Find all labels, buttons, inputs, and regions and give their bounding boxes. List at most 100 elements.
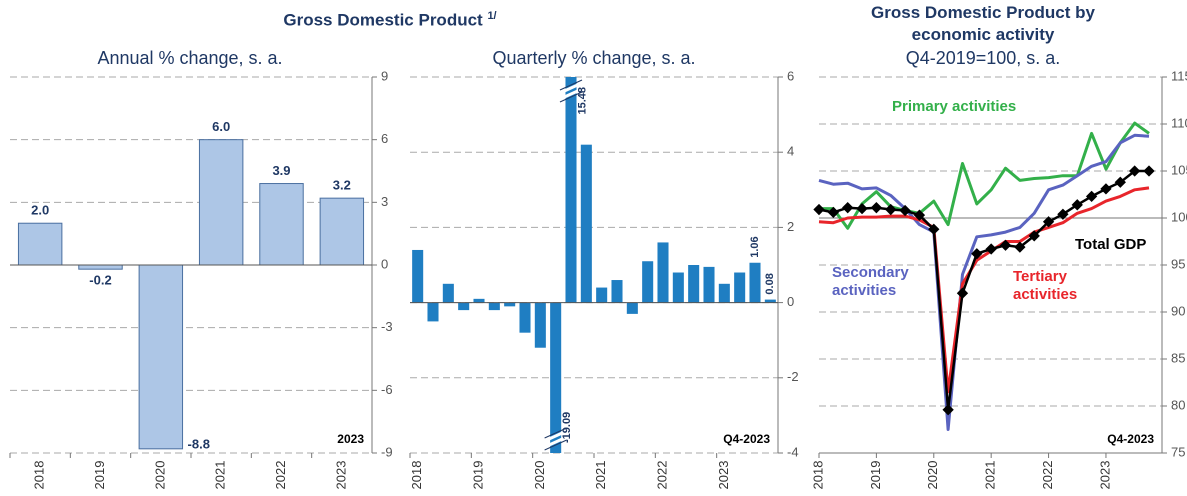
- x-tick-label: 2023: [716, 461, 731, 490]
- y-tick-label: 85: [1171, 350, 1185, 365]
- series-label: Primary activities: [892, 98, 1017, 115]
- annotation: Q4-2023: [1107, 432, 1154, 446]
- y-tick-label: 75: [1171, 444, 1185, 459]
- bar: [504, 302, 516, 307]
- y-tick-label: 115: [1171, 68, 1187, 83]
- y-tick-label: 6: [787, 68, 794, 83]
- series-label: Secondary activities: [832, 264, 909, 299]
- x-tick-label: 2022: [273, 461, 288, 490]
- bar: [718, 283, 730, 303]
- axis-break: [559, 87, 583, 101]
- bar: [427, 302, 439, 322]
- y-tick-label: 100: [1171, 209, 1187, 224]
- series-label: Total GDP: [1075, 236, 1147, 253]
- marker: [1042, 216, 1055, 228]
- marker: [842, 202, 854, 214]
- bar: [611, 280, 623, 303]
- series-line: [818, 186, 1150, 394]
- x-tick-label: 2020: [925, 461, 940, 490]
- series-line: [819, 121, 1150, 230]
- value-label: 15.48: [576, 87, 588, 115]
- value-label: -0.2: [89, 273, 111, 288]
- y-tick-label: -6: [381, 382, 393, 397]
- axis-break: [559, 79, 583, 91]
- x-tick-label: 2021: [213, 461, 228, 490]
- bar: [319, 197, 365, 266]
- bar: [519, 302, 531, 333]
- bar: [138, 264, 184, 450]
- bar: [703, 266, 715, 303]
- main-title: Gross Domestic Product 1/: [190, 10, 590, 31]
- bar: [672, 272, 684, 303]
- x-tick-label: 2020: [532, 461, 547, 490]
- marker: [1057, 208, 1069, 220]
- marker: [1014, 241, 1026, 253]
- value-label: -8.8: [188, 436, 210, 451]
- axis-break: [544, 439, 567, 451]
- y-tick-label: 95: [1171, 256, 1185, 271]
- value-label: 3.2: [333, 178, 351, 193]
- marker: [1028, 230, 1040, 242]
- bar: [412, 249, 424, 303]
- x-tick-label: 2019: [868, 461, 883, 490]
- marker: [1085, 190, 1098, 203]
- bar: [78, 264, 123, 270]
- y-tick-label: -3: [381, 319, 393, 334]
- marker: [1100, 183, 1112, 195]
- axis-break: [544, 427, 567, 439]
- marker: [856, 202, 868, 215]
- bar: [749, 262, 761, 303]
- bar: [534, 302, 546, 348]
- bar: [458, 302, 470, 311]
- value-label: -19.09: [561, 412, 573, 443]
- x-tick-label: 2018: [32, 461, 47, 490]
- y-tick-label: 9: [381, 68, 388, 83]
- x-tick-label: 2022: [654, 461, 669, 490]
- marker: [942, 404, 954, 416]
- bar: [442, 283, 454, 303]
- marker: [913, 209, 926, 221]
- value-label: 1.06: [749, 236, 761, 257]
- x-tick-label: 2023: [1097, 461, 1112, 490]
- series-label: Tertiary activities: [1013, 268, 1078, 303]
- marker: [870, 202, 883, 214]
- marker: [999, 239, 1012, 251]
- value-label: 2.0: [31, 203, 49, 218]
- axis-break: [559, 91, 583, 103]
- marker: [971, 248, 983, 260]
- series-line: [818, 133, 1150, 431]
- bar: [198, 139, 244, 266]
- x-tick-label: 2018: [409, 461, 424, 490]
- bar: [488, 302, 500, 311]
- x-tick-label: 2021: [983, 461, 998, 490]
- y-tick-label: -9: [381, 444, 393, 459]
- y-tick-label: 80: [1171, 397, 1185, 412]
- bar: [596, 287, 608, 303]
- subtitle: Q4-2019=100, s. a.: [905, 48, 1061, 68]
- y-tick-label: -4: [787, 444, 799, 459]
- bar: [550, 302, 562, 453]
- subtitle: Quarterly % change, s. a.: [492, 48, 696, 68]
- marker: [827, 206, 840, 219]
- bar: [764, 299, 776, 303]
- x-tick-label: 2018: [810, 461, 825, 490]
- value-label: 6.0: [212, 119, 230, 134]
- bar: [657, 242, 669, 303]
- title-note: 1/: [487, 10, 497, 22]
- axis-break: [544, 429, 568, 443]
- value-label: 0.08: [764, 273, 776, 294]
- marker: [928, 223, 940, 235]
- bar: [17, 222, 63, 266]
- bar: [580, 144, 592, 303]
- bar: [688, 265, 700, 303]
- x-tick-label: 2020: [152, 461, 167, 490]
- marker: [813, 203, 825, 216]
- bar: [473, 298, 485, 303]
- y-tick-label: 4: [787, 144, 794, 159]
- y-tick-label: 0: [787, 294, 794, 309]
- marker: [899, 204, 911, 217]
- axis-break: [559, 81, 583, 95]
- axis-break: [544, 435, 568, 449]
